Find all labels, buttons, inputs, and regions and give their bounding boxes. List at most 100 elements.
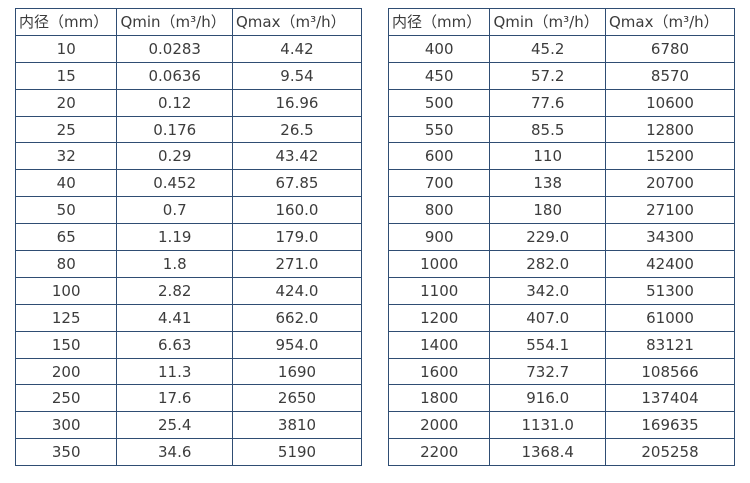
qmin-cell: 45.2 — [489, 34, 606, 63]
diameter-cell: 2000 — [387, 411, 491, 440]
qmin-cell: 25.4 — [116, 411, 233, 440]
table-row: 150 6.63 954.0 — [14, 330, 362, 359]
diameter-cell: 40 — [14, 169, 118, 198]
qmin-cell: 0.12 — [116, 88, 233, 117]
diameter-cell: 800 — [387, 196, 491, 225]
qmax-cell: 169635 — [605, 411, 735, 440]
qmin-cell: 138 — [489, 169, 606, 198]
table-row: 25 0.176 26.5 — [14, 115, 362, 144]
table-row: 1400 554.1 83121 — [387, 330, 735, 359]
table-row: 125 4.41 662.0 — [14, 303, 362, 332]
column-header-diameter: 内径（mm） — [387, 8, 491, 36]
qmin-cell: 1368.4 — [489, 438, 606, 467]
table-row: 10 0.0283 4.42 — [14, 34, 362, 63]
qmax-cell: 10600 — [605, 88, 735, 117]
table-row: 2000 1131.0 169635 — [387, 411, 735, 440]
qmin-cell: 732.7 — [489, 357, 606, 386]
diameter-cell: 20 — [14, 88, 118, 117]
diameter-cell: 400 — [387, 34, 491, 63]
qmax-cell: 61000 — [605, 303, 735, 332]
qmin-cell: 1.19 — [116, 223, 233, 252]
diameter-cell: 150 — [14, 330, 118, 359]
qmin-cell: 180 — [489, 196, 606, 225]
qmax-cell: 1690 — [232, 357, 362, 386]
qmax-cell: 662.0 — [232, 303, 362, 332]
qmin-cell: 6.63 — [116, 330, 233, 359]
diameter-cell: 600 — [387, 142, 491, 171]
qmax-cell: 42400 — [605, 250, 735, 278]
diameter-cell: 1600 — [387, 357, 491, 386]
table-row: 250 17.6 2650 — [14, 384, 362, 413]
qmax-cell: 2650 — [232, 384, 362, 413]
qmax-cell: 179.0 — [232, 223, 362, 252]
column-header-qmin: Qmin（m³/h） — [489, 8, 606, 36]
qmax-cell: 5190 — [232, 438, 362, 467]
table-row: 50 0.7 160.0 — [14, 196, 362, 225]
diameter-cell: 550 — [387, 115, 491, 144]
qmin-cell: 1.8 — [116, 250, 233, 278]
column-header-diameter: 内径（mm） — [14, 8, 118, 36]
diameter-cell: 300 — [14, 411, 118, 440]
table-row: 20 0.12 16.96 — [14, 88, 362, 117]
qmax-cell: 205258 — [605, 438, 735, 467]
qmin-cell: 110 — [489, 142, 606, 171]
qmin-cell: 2.82 — [116, 276, 233, 305]
column-header-qmax: Qmax（m³/h） — [232, 8, 362, 36]
qmax-cell: 43.42 — [232, 142, 362, 171]
table-row: 200 11.3 1690 — [14, 357, 362, 386]
qmax-cell: 12800 — [605, 115, 735, 144]
header-row: 内径（mm） Qmin（m³/h） Qmax（m³/h） — [14, 8, 362, 36]
diameter-cell: 900 — [387, 223, 491, 252]
qmax-cell: 8570 — [605, 61, 735, 90]
diameter-cell: 2200 — [387, 438, 491, 467]
diameter-cell: 250 — [14, 384, 118, 413]
diameter-cell: 1400 — [387, 330, 491, 359]
diameter-cell: 700 — [387, 169, 491, 198]
qmax-cell: 34300 — [605, 223, 735, 252]
qmin-cell: 0.452 — [116, 169, 233, 198]
qmin-cell: 554.1 — [489, 330, 606, 359]
column-header-qmax: Qmax（m³/h） — [605, 8, 735, 36]
qmin-cell: 57.2 — [489, 61, 606, 90]
table-row: 80 1.8 271.0 — [14, 250, 362, 278]
diameter-cell: 65 — [14, 223, 118, 252]
table-row: 100 2.82 424.0 — [14, 276, 362, 305]
column-header-qmin: Qmin（m³/h） — [116, 8, 233, 36]
diameter-cell: 500 — [387, 88, 491, 117]
qmax-cell: 26.5 — [232, 115, 362, 144]
diameter-cell: 10 — [14, 34, 118, 63]
diameter-cell: 15 — [14, 61, 118, 90]
qmax-cell: 27100 — [605, 196, 735, 225]
qmin-cell: 77.6 — [489, 88, 606, 117]
qmax-cell: 67.85 — [232, 169, 362, 198]
qmax-cell: 9.54 — [232, 61, 362, 90]
qmin-cell: 0.7 — [116, 196, 233, 225]
table-row: 40 0.452 67.85 — [14, 169, 362, 198]
diameter-cell: 1100 — [387, 276, 491, 305]
qmin-cell: 0.0636 — [116, 61, 233, 90]
table-row: 32 0.29 43.42 — [14, 142, 362, 171]
qmax-cell: 83121 — [605, 330, 735, 359]
qmin-cell: 407.0 — [489, 303, 606, 332]
table-row: 1600 732.7 108566 — [387, 357, 735, 386]
flow-spec-table-left: 内径（mm） Qmin（m³/h） Qmax（m³/h） 10 0.0283 4.42 1… — [14, 8, 362, 467]
diameter-cell: 450 — [387, 61, 491, 90]
diameter-cell: 25 — [14, 115, 118, 144]
diameter-cell: 100 — [14, 276, 118, 305]
qmax-cell: 160.0 — [232, 196, 362, 225]
table-row: 700 138 20700 — [387, 169, 735, 198]
table-row: 400 45.2 6780 — [387, 34, 735, 63]
table-row: 1800 916.0 137404 — [387, 384, 735, 413]
qmin-cell: 282.0 — [489, 250, 606, 278]
qmin-cell: 229.0 — [489, 223, 606, 252]
table-row: 65 1.19 179.0 — [14, 223, 362, 252]
qmax-cell: 16.96 — [232, 88, 362, 117]
qmax-cell: 20700 — [605, 169, 735, 198]
qmax-cell: 954.0 — [232, 330, 362, 359]
table-row: 2200 1368.4 205258 — [387, 438, 735, 467]
qmin-cell: 0.176 — [116, 115, 233, 144]
flow-spec-table-right: 内径（mm） Qmin（m³/h） Qmax（m³/h） 400 45.2 6780 45… — [387, 8, 735, 467]
table-row: 1100 342.0 51300 — [387, 276, 735, 305]
diameter-cell: 80 — [14, 250, 118, 278]
